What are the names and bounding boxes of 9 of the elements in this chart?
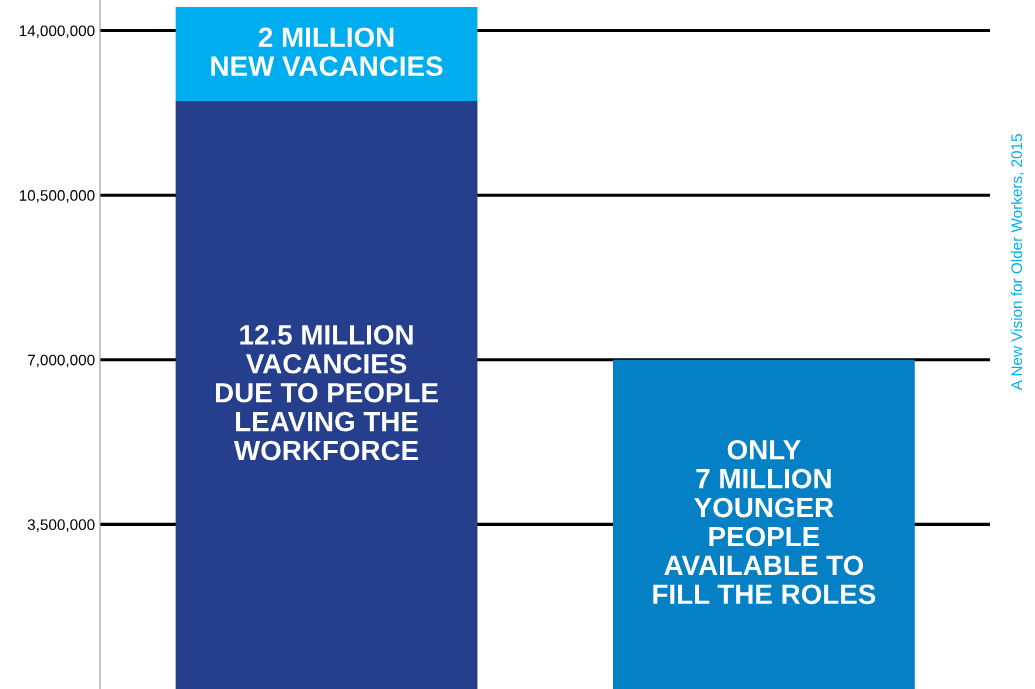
annotation: ONLY 7 MILLION YOUNGER PEOPLE AVAILABLE TO FILL THE ROLES — [653, 439, 876, 605]
annotation: 12.5 MILLION VACANCIES DUE TO PEOPLE LEAVING THE WORKFORCE — [215, 325, 438, 461]
annotation: 2 MILLION NEW VACANCIES — [211, 27, 443, 76]
y-tick-label: 14,000,000 — [19, 25, 95, 39]
y-tick-label: 3,500,000 — [27, 519, 95, 532]
y-tick-label: 7,000,000 — [27, 354, 95, 368]
y-tick-label: 10,500,000 — [19, 190, 95, 203]
text: A New Vision for Older Workers, 2015 — [1010, 134, 1024, 391]
bar — [613, 359, 915, 689]
